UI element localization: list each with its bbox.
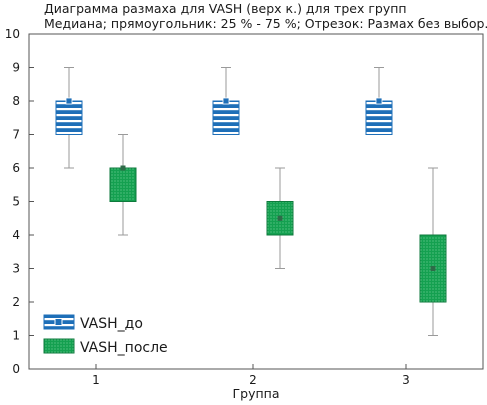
y-tick-label: 5: [12, 195, 20, 209]
box-vash-after-group-2: [266, 167, 294, 269]
y-tick-label: 3: [12, 262, 20, 276]
y-tick-label: 6: [12, 161, 20, 175]
y-tick-label: 1: [12, 329, 20, 343]
y-axis: 0 1 2 3 4 5 6 7 8 9 10: [5, 27, 34, 376]
legend-swatch-vash-after: [43, 338, 75, 354]
x-tick-label: 1: [92, 373, 100, 387]
y-tick-label: 7: [12, 128, 20, 142]
legend-label-vash-after: VASH_после: [80, 340, 168, 356]
box-vash-after-group-3: [419, 167, 447, 336]
y-tick-label: 0: [12, 362, 20, 376]
median-marker: [375, 97, 383, 105]
boxplot-series: [55, 67, 447, 336]
median-marker: [430, 266, 436, 271]
iqr-box: [365, 100, 393, 135]
x-axis: 1 2 3: [92, 364, 410, 387]
y-tick-label: 10: [5, 27, 20, 41]
box-vash-before-group-2: [212, 67, 240, 135]
y-tick-label: 2: [12, 295, 20, 309]
median-marker: [277, 215, 283, 221]
median-marker: [120, 165, 126, 171]
legend-label-vash-before: VASH_до: [80, 316, 143, 332]
box-vash-after-group-1: [109, 134, 137, 236]
box-vash-before-group-1: [55, 67, 83, 169]
iqr-box: [55, 100, 83, 135]
y-tick-label: 8: [12, 94, 20, 108]
iqr-box: [212, 100, 240, 135]
box-vash-before-group-3: [365, 67, 393, 135]
x-axis-title: Группа: [233, 386, 280, 401]
chart-subtitle-line-2: Медиана; прямоугольник: 25 % - 75 %; Отр…: [44, 16, 487, 31]
iqr-box: [109, 167, 137, 202]
median-marker: [65, 97, 73, 105]
x-tick-label: 2: [249, 373, 257, 387]
plot-area: [28, 33, 484, 370]
chart-title-line-1: Диаграмма размаха для VASH (верх к.) для…: [44, 1, 407, 16]
legend-marker-vash-before: [54, 318, 63, 326]
x-tick-label: 3: [402, 373, 410, 387]
legend: VASH_до VASH_после: [43, 314, 168, 356]
y-tick-label: 9: [12, 61, 20, 75]
y-tick-label: 4: [12, 228, 20, 242]
median-marker: [222, 97, 230, 105]
